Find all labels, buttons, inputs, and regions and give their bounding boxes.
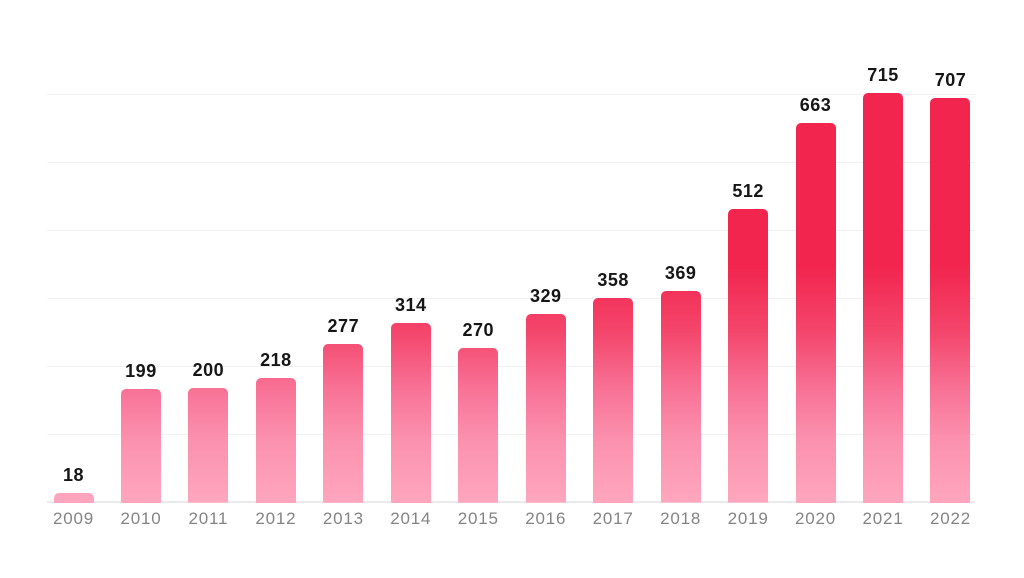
bar-2013 [323, 344, 364, 503]
x-axis-label: 2009 [52, 509, 95, 528]
bar-value-label: 707 [934, 69, 967, 90]
gridline [47, 298, 975, 299]
bar-2015 [458, 348, 499, 503]
gridline [47, 162, 975, 163]
x-axis-label: 2020 [795, 509, 837, 528]
bar-value-label: 369 [664, 263, 697, 284]
x-axis-label: 2018 [660, 509, 702, 528]
x-axis-label: 2012 [255, 509, 297, 528]
bar-value-label: 200 [192, 360, 225, 381]
x-axis-label: 2021 [862, 509, 904, 528]
bar-value-label: 199 [125, 360, 157, 381]
bar-2011 [188, 388, 229, 503]
x-axis-label: 2014 [390, 509, 432, 528]
bar-2010 [120, 388, 161, 503]
bar-value-label: 715 [867, 65, 899, 85]
bar-value-label: 358 [597, 269, 629, 290]
bar-2014 [390, 322, 431, 503]
bar-value-label: 663 [799, 94, 832, 115]
gridline [47, 434, 975, 435]
bar-value-label: 218 [260, 350, 292, 370]
bar-value-label: 18 [62, 464, 85, 485]
bar-2017 [593, 297, 634, 503]
x-axis-label: 2013 [322, 509, 364, 528]
bar-2022 [930, 97, 971, 503]
x-axis-label: 2010 [120, 509, 162, 528]
gridline [47, 94, 975, 95]
bar-2020 [795, 122, 836, 503]
x-axis-label: 2016 [525, 509, 567, 528]
bar-2009 [53, 492, 94, 503]
bar-value-label: 314 [395, 294, 427, 315]
bar-value-label: 277 [327, 316, 360, 337]
bar-value-label: 270 [462, 320, 495, 341]
x-axis-line [47, 501, 975, 503]
bar-2021 [863, 93, 904, 503]
bar-value-label: 329 [529, 286, 562, 307]
bar-2019 [728, 209, 769, 503]
bar-2016 [525, 314, 566, 503]
bar-2018 [660, 291, 701, 503]
x-axis-label: 2019 [727, 509, 769, 528]
x-axis-label: 2015 [457, 509, 499, 528]
x-axis-labels: 2009 2010 2011 2012 2013 2014 2015 2016 2017 2018… [0, 509, 1024, 533]
gridline [47, 366, 975, 367]
bar-value-label: 512 [732, 181, 764, 202]
x-axis-label: 2017 [592, 509, 634, 528]
x-axis-label: 2011 [188, 509, 229, 528]
plot-area: 18 199 200 218 277 314 270 329 358 369 512 663 715 70… [0, 27, 1024, 503]
bar-2012 [255, 378, 296, 503]
x-axis-label: 2022 [929, 509, 971, 528]
gridline [47, 230, 975, 231]
